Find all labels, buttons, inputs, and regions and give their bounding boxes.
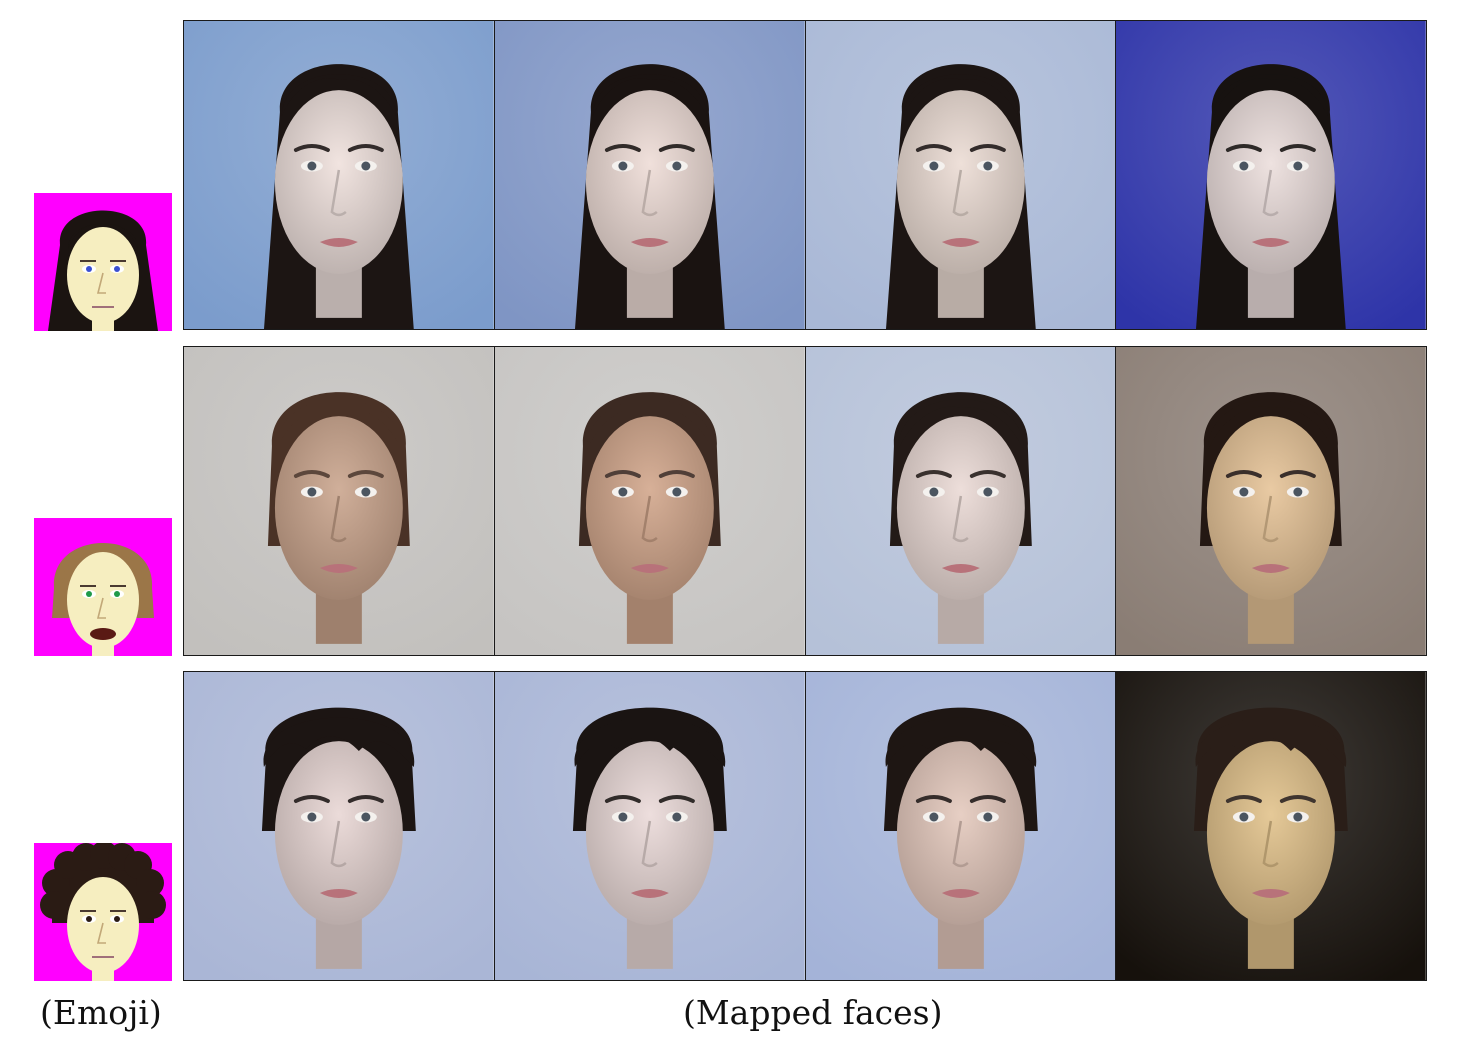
mapped-face-2-1 bbox=[184, 347, 495, 655]
mapped-face-1-4 bbox=[1116, 21, 1426, 329]
mapped-face-3-1 bbox=[184, 672, 495, 980]
mapped-faces-row-1 bbox=[183, 20, 1427, 330]
mapped-face-3-2 bbox=[494, 672, 806, 980]
mapped-faces-caption: (Mapped faces) bbox=[683, 993, 943, 1032]
emoji-avatar-1 bbox=[34, 193, 172, 331]
mapped-face-3-3 bbox=[805, 672, 1117, 980]
mapped-face-2-4 bbox=[1116, 347, 1426, 655]
mapped-face-2-3 bbox=[805, 347, 1117, 655]
emoji-caption: (Emoji) bbox=[40, 993, 162, 1032]
mapped-face-2-2 bbox=[494, 347, 806, 655]
mapped-face-3-4 bbox=[1116, 672, 1426, 980]
mapped-face-1-1 bbox=[184, 21, 495, 329]
mapped-face-1-2 bbox=[494, 21, 806, 329]
mapped-faces-row-3 bbox=[183, 671, 1427, 981]
mapped-faces-row-2 bbox=[183, 346, 1427, 656]
mapped-face-1-3 bbox=[805, 21, 1117, 329]
emoji-avatar-2 bbox=[34, 518, 172, 656]
emoji-avatar-3 bbox=[34, 843, 172, 981]
